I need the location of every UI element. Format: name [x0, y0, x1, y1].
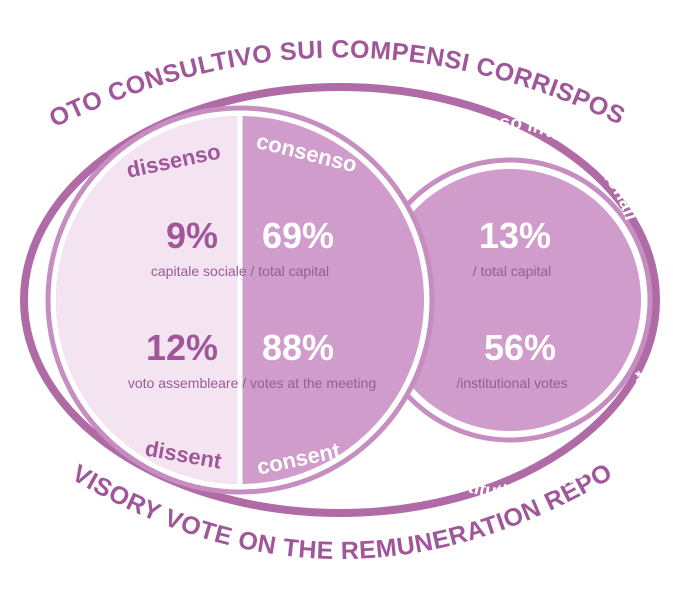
caption: /institutional votes	[456, 375, 567, 391]
consent-value: 69%	[262, 215, 334, 256]
caption: voto assembleare / votes at the meeting	[128, 375, 376, 391]
caption: capitale sociale / total capital	[151, 263, 329, 279]
caption: / total capital	[473, 263, 552, 279]
dissent-value: 9%	[166, 215, 218, 256]
dissent-value: 12%	[146, 327, 218, 368]
dissent-half	[56, 116, 240, 484]
right-circle	[379, 169, 641, 431]
institutional-value: 13%	[479, 215, 551, 256]
consent-value: 88%	[262, 327, 334, 368]
institutional-value: 56%	[484, 327, 556, 368]
